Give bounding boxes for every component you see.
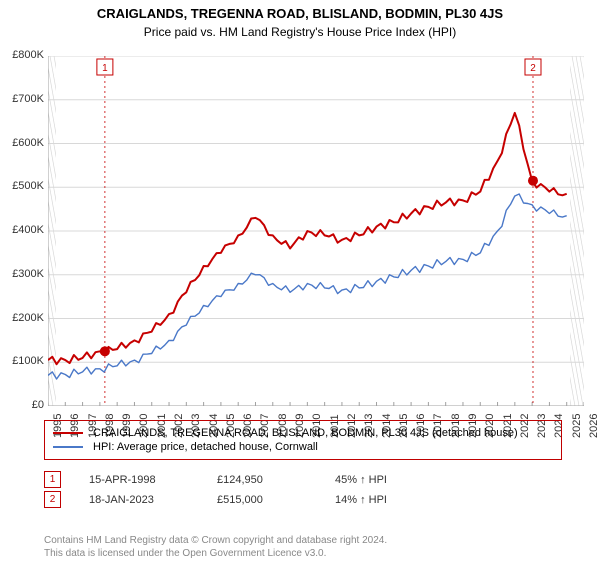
sale-badge: 1 [44, 471, 61, 488]
svg-text:1: 1 [102, 63, 108, 74]
sale-badge: 2 [44, 491, 61, 508]
y-tick-label: £800K [2, 49, 44, 61]
y-tick-label: £200K [2, 312, 44, 324]
attribution-footer: Contains HM Land Registry data © Crown c… [44, 534, 387, 560]
x-tick-label: 2025 [571, 414, 583, 438]
price-chart: 12 [48, 56, 584, 406]
y-tick-label: £400K [2, 224, 44, 236]
sale-row: 1 15-APR-1998 £124,950 45% ↑ HPI [44, 471, 387, 488]
legend-swatch [53, 446, 83, 447]
y-tick-label: £500K [2, 180, 44, 192]
y-tick-label: £300K [2, 268, 44, 280]
page-title: CRAIGLANDS, TREGENNA ROAD, BLISLAND, BOD… [0, 6, 600, 21]
chart-legend: CRAIGLANDS, TREGENNA ROAD, BLISLAND, BOD… [44, 420, 562, 460]
y-tick-label: £600K [2, 137, 44, 149]
svg-text:2: 2 [530, 63, 536, 74]
sale-delta: 45% ↑ HPI [335, 474, 387, 486]
sale-events: 1 15-APR-1998 £124,950 45% ↑ HPI 2 18-JAN-202… [44, 468, 387, 511]
y-tick-label: £700K [2, 93, 44, 105]
sale-date: 15-APR-1998 [89, 474, 189, 486]
legend-label: HPI: Average price, detached house, Corn… [93, 441, 318, 453]
sale-price: £515,000 [217, 494, 307, 506]
legend-swatch [53, 432, 83, 434]
legend-label: CRAIGLANDS, TREGENNA ROAD, BLISLAND, BOD… [93, 427, 518, 439]
page-subtitle: Price paid vs. HM Land Registry's House … [0, 25, 600, 39]
sale-delta: 14% ↑ HPI [335, 494, 387, 506]
sale-row: 2 18-JAN-2023 £515,000 14% ↑ HPI [44, 491, 387, 508]
sale-date: 18-JAN-2023 [89, 494, 189, 506]
footer-line: This data is licensed under the Open Gov… [44, 547, 387, 560]
sale-price: £124,950 [217, 474, 307, 486]
legend-item: HPI: Average price, detached house, Corn… [53, 441, 553, 453]
y-tick-label: £0 [2, 399, 44, 411]
y-tick-label: £100K [2, 355, 44, 367]
footer-line: Contains HM Land Registry data © Crown c… [44, 534, 387, 547]
x-tick-label: 2026 [588, 414, 600, 438]
legend-item: CRAIGLANDS, TREGENNA ROAD, BLISLAND, BOD… [53, 427, 553, 439]
